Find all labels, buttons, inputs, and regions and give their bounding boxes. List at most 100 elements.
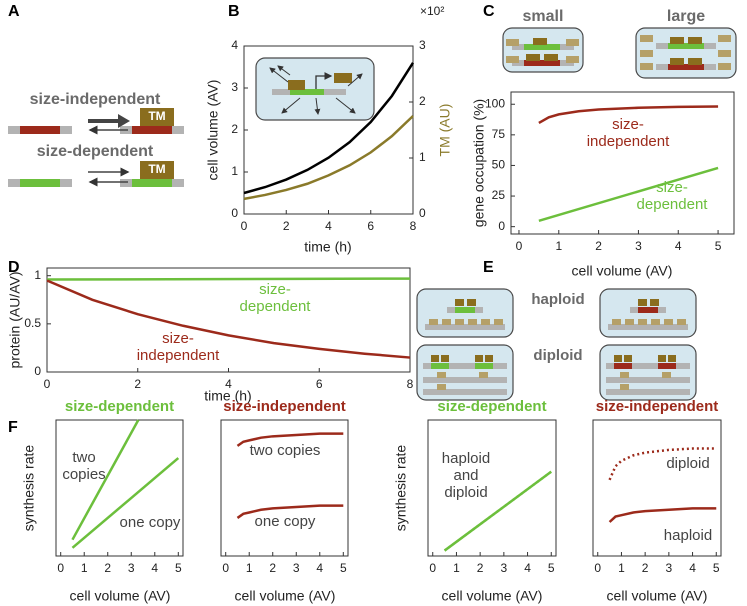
dna xyxy=(20,179,60,187)
free-tm xyxy=(481,319,490,325)
tm-label: TM xyxy=(148,162,165,176)
tm-protein xyxy=(475,355,483,362)
tm-protein xyxy=(485,355,493,362)
x-tick-label: 8 xyxy=(407,377,414,391)
x-tick-label: 2 xyxy=(104,561,111,575)
series-label: size- xyxy=(656,179,688,196)
arrow xyxy=(269,67,289,83)
y-tick-label: 2 xyxy=(231,122,238,136)
x-tick-label: 5 xyxy=(713,561,720,575)
dna xyxy=(423,377,507,383)
tm-protein xyxy=(455,299,464,306)
y-tick-label: 0 xyxy=(498,219,505,233)
x-tick-label: 6 xyxy=(367,219,374,233)
x-tick-label: 5 xyxy=(175,561,182,575)
dna xyxy=(606,377,690,383)
y-axis-label: synthesis rate xyxy=(393,445,409,532)
tm-protein xyxy=(614,355,622,362)
dna xyxy=(425,324,505,330)
free-tm xyxy=(479,372,488,378)
series-label: one copy xyxy=(120,514,181,531)
x-axis-label: cell volume (AV) xyxy=(607,588,708,604)
y-tick-label: 25 xyxy=(492,188,506,202)
chart-title: size-dependent xyxy=(65,398,174,415)
series-label: one copy xyxy=(255,513,316,530)
free-tm xyxy=(566,56,579,63)
tm-protein xyxy=(140,108,174,126)
x-tick-label: 8 xyxy=(410,219,417,233)
tm-protein xyxy=(467,299,476,306)
free-tm xyxy=(640,63,653,70)
series-line xyxy=(243,115,414,201)
series-line xyxy=(46,279,411,359)
y2-tick-label: 2 xyxy=(419,94,426,108)
x-tick-label: 3 xyxy=(501,561,508,575)
x-tick-label: 1 xyxy=(618,561,625,575)
tm-protein xyxy=(533,38,547,45)
panel-label: D xyxy=(8,259,20,276)
arrow xyxy=(277,65,291,76)
x-tick-label: 0 xyxy=(222,561,229,575)
x-tick-label: 2 xyxy=(134,377,141,391)
series-label: two xyxy=(72,449,95,466)
dna xyxy=(614,363,632,369)
tm-protein xyxy=(334,73,352,83)
series-label: dependent xyxy=(240,298,312,315)
x-tick-label: 3 xyxy=(128,561,135,575)
plot-frame xyxy=(427,419,557,557)
arrow xyxy=(88,114,130,128)
tm-protein xyxy=(688,37,702,44)
arrow xyxy=(335,97,356,114)
dna xyxy=(524,60,560,66)
x-axis-label: time (h) xyxy=(304,239,351,255)
free-tm xyxy=(612,319,621,325)
x-tick-label: 0 xyxy=(594,561,601,575)
tm-protein xyxy=(638,299,647,306)
series-line xyxy=(608,507,717,523)
label: size-independent xyxy=(30,91,161,108)
x-tick-label: 4 xyxy=(675,239,682,253)
label: size-dependent xyxy=(37,143,154,160)
free-tm xyxy=(620,372,629,378)
panel-label: A xyxy=(8,3,20,20)
plot-frame xyxy=(510,91,735,235)
dna xyxy=(423,363,507,369)
dna xyxy=(638,307,658,313)
series-label: dependent xyxy=(637,196,709,213)
label: haploid xyxy=(531,291,584,308)
x-tick-label: 3 xyxy=(666,561,673,575)
free-tm xyxy=(620,384,629,390)
free-tm xyxy=(566,39,579,46)
tm-protein xyxy=(658,355,666,362)
dna xyxy=(606,389,690,395)
free-tm xyxy=(640,35,653,42)
x-tick-label: 3 xyxy=(293,561,300,575)
plot-frame xyxy=(592,419,722,557)
chart-title: size-independent xyxy=(223,398,346,415)
x-axis-label: time (h) xyxy=(204,388,251,404)
series-label: and xyxy=(453,467,478,484)
dna xyxy=(20,126,60,134)
free-tm xyxy=(429,319,438,325)
y-tick-label: 75 xyxy=(492,127,506,141)
y-tick-label: 0.5 xyxy=(24,316,41,330)
series-line xyxy=(236,432,344,447)
plot-frame xyxy=(220,419,349,557)
y-axis-label: cell volume (AV) xyxy=(205,80,221,181)
label: small xyxy=(523,8,564,25)
panel-label: E xyxy=(483,259,494,276)
free-tm xyxy=(468,319,477,325)
series-label: copies xyxy=(62,466,105,483)
dna xyxy=(658,363,676,369)
y-axis-label: synthesis rate xyxy=(21,445,37,532)
arrow xyxy=(315,72,333,89)
free-tm xyxy=(664,319,673,325)
dna xyxy=(475,363,493,369)
panel-label: C xyxy=(483,3,495,20)
y-tick-label: 100 xyxy=(485,96,505,110)
y2-tick-label: 3 xyxy=(419,38,426,52)
y2-tick-label: 0 xyxy=(419,206,426,220)
series-line xyxy=(236,504,344,519)
dna xyxy=(668,64,704,70)
